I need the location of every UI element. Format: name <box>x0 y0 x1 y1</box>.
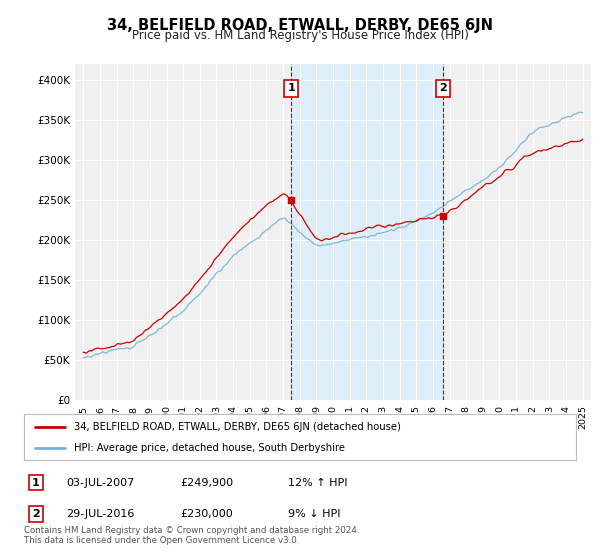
Text: HPI: Average price, detached house, South Derbyshire: HPI: Average price, detached house, Sout… <box>74 443 344 453</box>
Text: Contains HM Land Registry data © Crown copyright and database right 2024.
This d: Contains HM Land Registry data © Crown c… <box>24 526 359 545</box>
Text: 2: 2 <box>439 83 446 94</box>
Text: Price paid vs. HM Land Registry's House Price Index (HPI): Price paid vs. HM Land Registry's House … <box>131 29 469 42</box>
Bar <box>292 64 443 400</box>
Text: £230,000: £230,000 <box>180 509 233 519</box>
Text: 34, BELFIELD ROAD, ETWALL, DERBY, DE65 6JN: 34, BELFIELD ROAD, ETWALL, DERBY, DE65 6… <box>107 18 493 33</box>
Text: 9% ↓ HPI: 9% ↓ HPI <box>288 509 341 519</box>
Text: 03-JUL-2007: 03-JUL-2007 <box>66 478 134 488</box>
Text: 34, BELFIELD ROAD, ETWALL, DERBY, DE65 6JN (detached house): 34, BELFIELD ROAD, ETWALL, DERBY, DE65 6… <box>74 422 401 432</box>
Text: £249,900: £249,900 <box>180 478 233 488</box>
Text: 12% ↑ HPI: 12% ↑ HPI <box>288 478 347 488</box>
Text: 29-JUL-2016: 29-JUL-2016 <box>66 509 134 519</box>
Text: 1: 1 <box>32 478 40 488</box>
Text: 1: 1 <box>287 83 295 94</box>
Text: 2: 2 <box>32 509 40 519</box>
